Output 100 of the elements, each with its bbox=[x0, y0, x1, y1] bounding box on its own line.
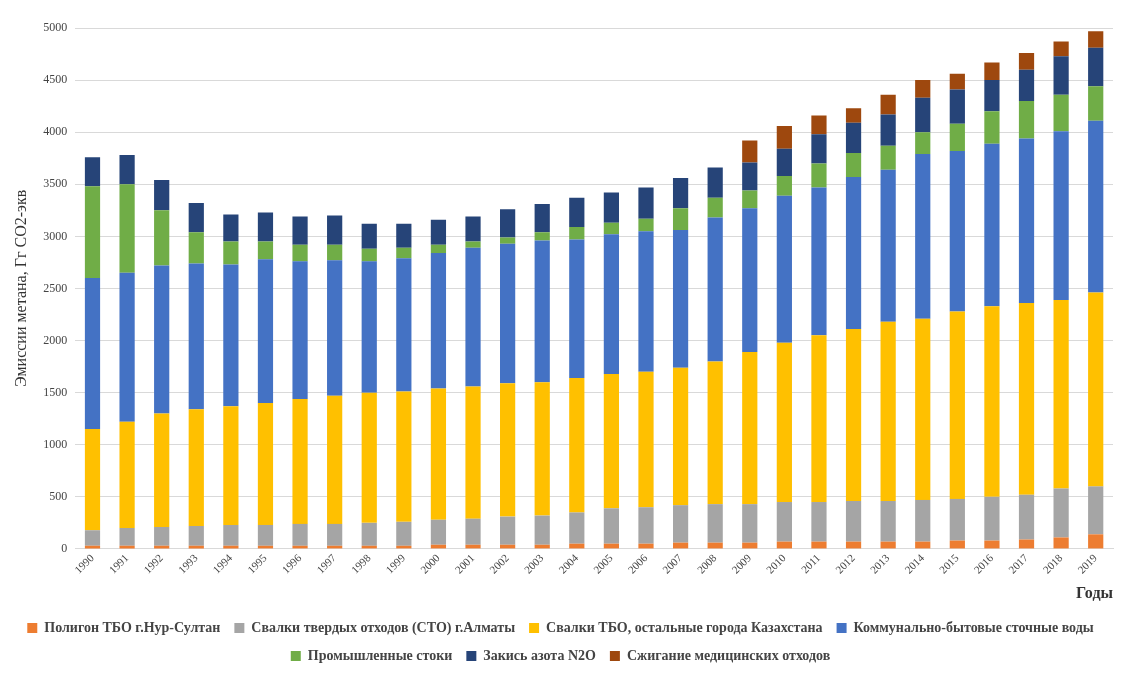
bar bbox=[396, 247, 412, 259]
bar bbox=[949, 123, 965, 151]
bar bbox=[949, 150, 965, 312]
bar bbox=[154, 527, 170, 546]
bar bbox=[569, 197, 585, 227]
bar bbox=[984, 111, 1000, 144]
y-tick-label: 3500 bbox=[43, 176, 68, 191]
bar bbox=[915, 499, 931, 542]
bar bbox=[188, 525, 204, 546]
bar bbox=[465, 386, 481, 519]
bar bbox=[915, 132, 931, 155]
bar bbox=[811, 115, 827, 135]
bar bbox=[742, 140, 758, 163]
bar bbox=[465, 241, 481, 248]
bar bbox=[707, 167, 723, 198]
x-axis-title: Годы bbox=[1076, 583, 1114, 601]
bar bbox=[119, 272, 135, 422]
bar bbox=[811, 187, 827, 336]
bar bbox=[534, 515, 550, 545]
bar bbox=[672, 208, 689, 231]
bar bbox=[638, 218, 654, 232]
bar bbox=[707, 217, 723, 362]
bar bbox=[638, 507, 654, 544]
bar bbox=[811, 541, 827, 549]
bar bbox=[84, 186, 101, 279]
bar bbox=[292, 523, 308, 546]
bar bbox=[984, 143, 1000, 307]
bar bbox=[707, 361, 723, 505]
y-tick-label: 1000 bbox=[43, 436, 68, 451]
bar bbox=[707, 504, 723, 543]
bar bbox=[119, 184, 135, 273]
bar bbox=[811, 134, 827, 164]
y-tick-label: 500 bbox=[49, 488, 68, 503]
bar bbox=[154, 180, 170, 211]
bar bbox=[776, 195, 792, 343]
bar bbox=[984, 496, 1000, 541]
bar bbox=[534, 232, 550, 241]
bar bbox=[603, 234, 620, 374]
bar bbox=[915, 318, 931, 500]
bar bbox=[707, 197, 723, 218]
bar bbox=[500, 209, 516, 238]
legend-label: Полигон ТБО г.Нур-Султан bbox=[44, 619, 221, 635]
bar bbox=[742, 504, 758, 543]
bar bbox=[1088, 120, 1104, 293]
bar bbox=[915, 97, 931, 133]
bar bbox=[603, 373, 620, 509]
bar bbox=[949, 73, 965, 90]
bar bbox=[223, 406, 239, 525]
bar bbox=[534, 204, 550, 233]
bar bbox=[742, 208, 758, 353]
bar bbox=[776, 125, 792, 149]
bar bbox=[1053, 537, 1069, 549]
legend-label: Сжигание медицинских отходов bbox=[626, 647, 831, 663]
bar bbox=[396, 391, 412, 522]
y-tick-label: 3000 bbox=[43, 228, 68, 243]
bar bbox=[1053, 41, 1069, 57]
bar bbox=[500, 383, 516, 517]
bar bbox=[361, 392, 377, 523]
bar bbox=[742, 352, 758, 505]
bar bbox=[430, 253, 447, 389]
bar bbox=[1088, 31, 1104, 48]
bar bbox=[361, 248, 377, 262]
bar bbox=[223, 241, 239, 265]
bar bbox=[500, 516, 516, 545]
bar bbox=[1053, 488, 1069, 538]
bar bbox=[500, 243, 516, 384]
bar bbox=[672, 230, 689, 368]
bar bbox=[327, 260, 343, 396]
bar bbox=[776, 175, 792, 196]
bar bbox=[257, 212, 274, 242]
bar bbox=[880, 114, 896, 146]
bar bbox=[984, 540, 1000, 549]
bar bbox=[292, 261, 308, 399]
bar bbox=[257, 524, 274, 546]
bar bbox=[569, 226, 585, 240]
bar bbox=[672, 367, 689, 506]
bar bbox=[430, 219, 447, 245]
bar bbox=[119, 421, 135, 529]
bar bbox=[84, 157, 101, 187]
bar bbox=[84, 278, 101, 430]
bar bbox=[534, 240, 550, 383]
bar bbox=[742, 162, 758, 191]
bar bbox=[188, 263, 204, 410]
bar bbox=[1018, 69, 1035, 101]
bar bbox=[292, 216, 308, 245]
bar bbox=[327, 395, 343, 524]
bar bbox=[1018, 494, 1035, 540]
bar bbox=[534, 382, 550, 516]
bar bbox=[292, 398, 308, 524]
bar bbox=[1088, 47, 1104, 87]
bar bbox=[257, 241, 274, 260]
bar bbox=[223, 264, 239, 407]
bar bbox=[915, 80, 931, 98]
bar bbox=[880, 169, 896, 322]
y-tick-label: 4500 bbox=[43, 72, 68, 87]
y-axis-title: Эмиссии метана, Гг CO2-экв bbox=[11, 189, 29, 388]
bar bbox=[845, 108, 862, 123]
bar bbox=[776, 342, 792, 503]
bar bbox=[949, 498, 965, 541]
bar bbox=[984, 62, 1000, 81]
